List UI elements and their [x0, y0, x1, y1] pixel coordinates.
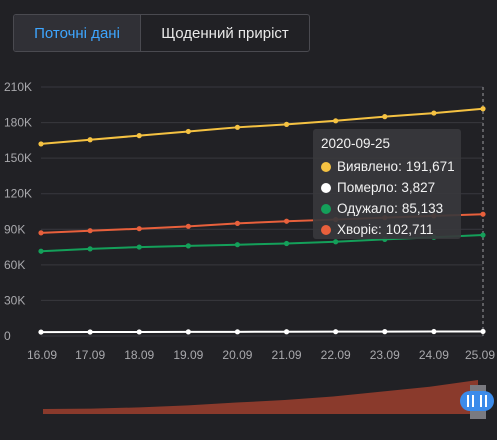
tooltip-row-detected: Виявлено: 191,671 [321, 156, 455, 177]
series-line [40, 330, 484, 334]
data-point [480, 232, 486, 238]
y-tick-label: 210K [4, 80, 32, 94]
tooltip-date: 2020-09-25 [321, 136, 391, 151]
data-point [234, 220, 241, 226]
x-tick-label: 17.09 [75, 348, 105, 362]
tooltip-label: Виявлено [337, 159, 399, 174]
x-tick-label: 19.09 [173, 348, 203, 362]
data-point [38, 329, 44, 335]
y-tick-label: 30K [4, 293, 25, 307]
x-tick-label: 25.09 [465, 348, 495, 362]
x-tick-label: 21.09 [272, 348, 302, 362]
data-point [333, 329, 339, 335]
data-point [283, 240, 290, 247]
tooltip-value: 191,671 [405, 159, 455, 174]
data-point [185, 329, 191, 335]
y-tick-label: 120K [4, 187, 32, 201]
y-tick-label: 0 [4, 329, 11, 343]
x-tick-label: 22.09 [321, 348, 351, 362]
data-point [38, 141, 44, 147]
series-color-dot [321, 224, 331, 235]
tooltip-label: Одужало [337, 201, 395, 216]
data-point [283, 329, 290, 335]
data-point [136, 244, 142, 250]
data-point [283, 121, 290, 127]
x-tick-label: 24.09 [419, 348, 449, 362]
tooltip-row-deaths: Померло: 3,827 [321, 177, 453, 198]
data-point [333, 239, 339, 245]
data-point [333, 118, 339, 124]
tooltip-value: 3,827 [401, 180, 436, 195]
y-tick-label: 180K [4, 116, 32, 130]
series-line [40, 107, 484, 145]
series-color-dot [321, 161, 331, 172]
y-tick-label: 60K [4, 258, 25, 272]
chart-tooltip: 2020-09-25 Виявлено: 191,671 Померло: 3,… [313, 129, 461, 239]
tab-daily-increase[interactable]: Щоденний приріст [140, 15, 309, 51]
series-color-dot [321, 182, 331, 193]
data-point [431, 110, 437, 116]
data-point [234, 329, 241, 335]
data-point [185, 223, 191, 229]
data-point [87, 137, 93, 143]
x-tick-label: 16.09 [27, 348, 57, 362]
data-point [87, 246, 93, 252]
range-slider-overview [43, 380, 478, 414]
tooltip-row-recovered: Одужало: 85,133 [321, 198, 453, 219]
series-color-dot [321, 203, 331, 214]
data-point [480, 328, 486, 335]
data-point [38, 230, 44, 236]
data-point [382, 114, 388, 120]
tab-current-data[interactable]: Поточні дані [14, 15, 140, 51]
data-point [431, 328, 437, 335]
data-point [480, 106, 486, 112]
data-point [234, 242, 241, 248]
tooltip-label: Хворіє [337, 222, 378, 237]
tooltip-row-active: Хворіє: 102,711 [321, 219, 453, 240]
data-point [185, 128, 191, 135]
data-point [283, 218, 290, 224]
data-point [185, 243, 191, 249]
data-point [480, 211, 486, 217]
x-tick-label: 23.09 [370, 348, 400, 362]
data-point [136, 329, 142, 335]
data-point [136, 133, 142, 139]
y-tick-label: 90K [4, 222, 25, 236]
tooltip-value: 85,133 [401, 201, 444, 216]
tooltip-value: 102,711 [385, 222, 434, 237]
data-point [87, 329, 93, 335]
view-tabs: Поточні дані Щоденний приріст [13, 14, 310, 52]
data-point [382, 329, 388, 335]
range-slider-handle[interactable] [460, 391, 494, 411]
data-point [38, 248, 44, 254]
x-tick-label: 20.09 [222, 348, 252, 362]
tooltip-label: Померло [337, 180, 394, 195]
data-point [234, 124, 241, 130]
y-tick-label: 150K [4, 151, 32, 165]
data-point [136, 226, 142, 232]
x-tick-label: 18.09 [124, 348, 154, 362]
data-point [87, 228, 93, 234]
